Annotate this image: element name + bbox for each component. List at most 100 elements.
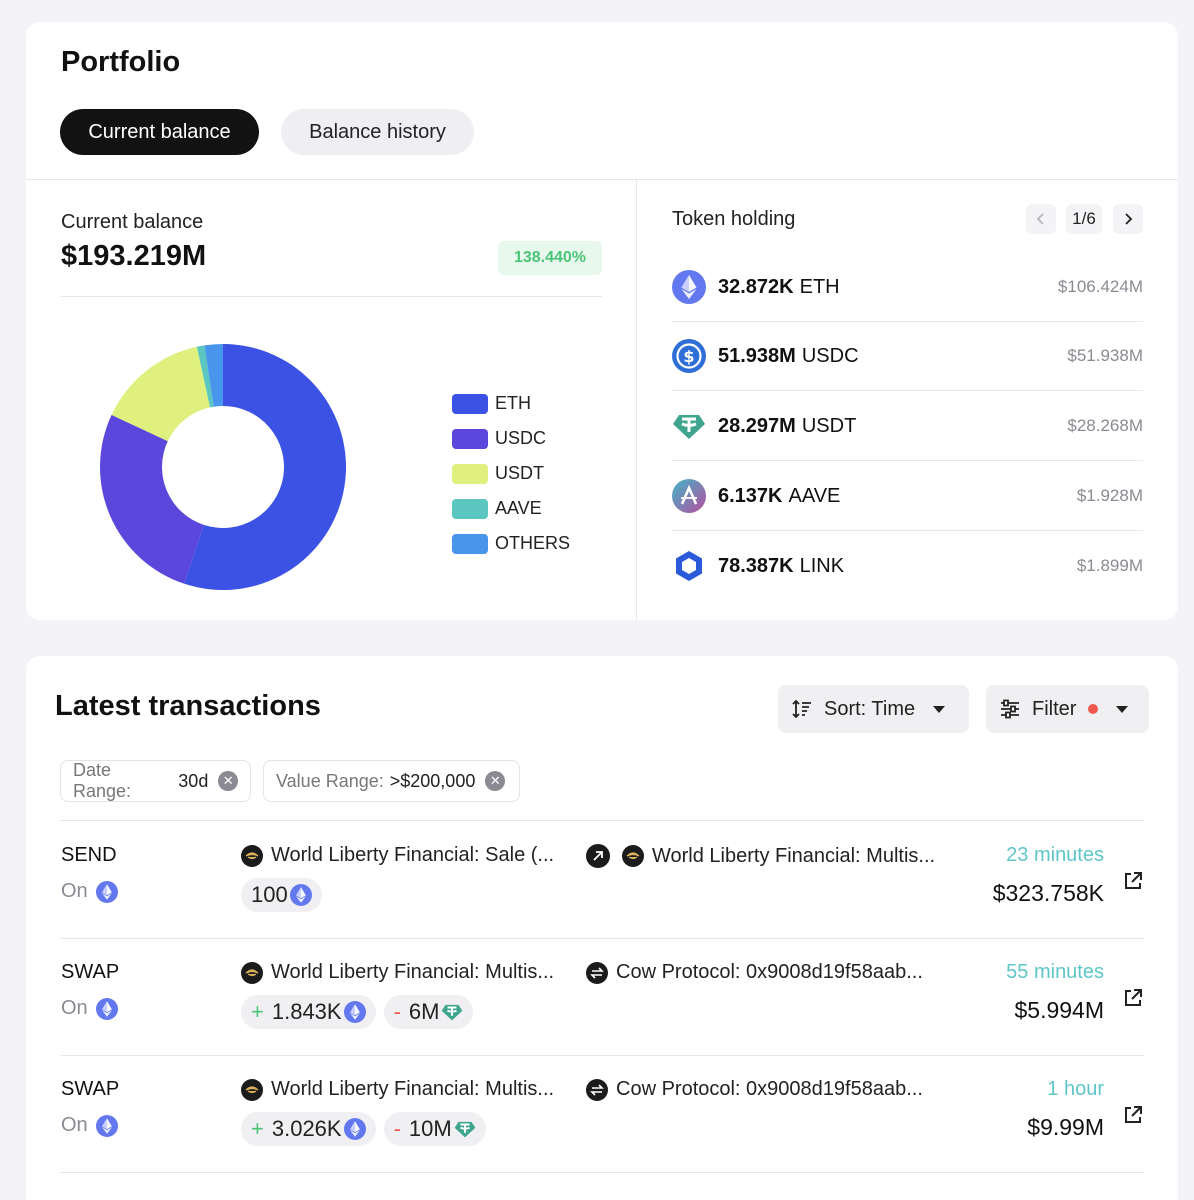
legend-label: OTHERS xyxy=(495,533,571,553)
from-address: World Liberty Financial: Multis... xyxy=(271,961,555,983)
sort-label: Sort: Time xyxy=(824,697,916,720)
world-liberty-logo-icon xyxy=(241,1078,263,1101)
chip-key: Date Range: xyxy=(73,760,132,801)
legend-item-others: OTHERS xyxy=(452,526,570,561)
transaction-from[interactable]: World Liberty Financial: Sale (... xyxy=(241,844,554,867)
external-link-icon[interactable] xyxy=(1122,987,1144,1009)
transaction-usd-value: $5.994M xyxy=(1014,997,1104,1023)
to-address: Cow Protocol: 0x9008d19f58aab... xyxy=(616,961,923,983)
filter-button[interactable]: Filter xyxy=(986,685,1149,733)
portfolio-card: Portfolio Current balance Balance histor… xyxy=(26,22,1178,620)
transaction-from[interactable]: World Liberty Financial: Multis... xyxy=(241,961,554,984)
divider xyxy=(672,390,1143,391)
token-row-link[interactable]: 78.387K LINK $1.899M xyxy=(672,531,1143,601)
eth-icon xyxy=(95,997,118,1020)
token-amount: 32.872K xyxy=(718,275,794,298)
arrow-up-right-icon xyxy=(586,844,610,868)
usdt-icon xyxy=(672,409,706,443)
token-symbol: USDC xyxy=(801,344,859,367)
amount-value: 6M xyxy=(408,999,440,1024)
chevron-left-icon xyxy=(1036,213,1044,225)
divider xyxy=(61,1172,1144,1173)
token-amount: 28.297M xyxy=(718,414,796,437)
tab-current-balance[interactable]: Current balance xyxy=(60,109,259,155)
current-balance-label: Current balance xyxy=(61,211,204,233)
divider xyxy=(61,820,1144,821)
transaction-time: 23 minutes xyxy=(1006,844,1104,866)
external-link-icon[interactable] xyxy=(1122,1104,1144,1126)
legend-item-eth: ETH xyxy=(452,386,570,421)
transaction-to[interactable]: Cow Protocol: 0x9008d19f58aab... xyxy=(586,961,923,984)
amount-sign: - xyxy=(393,1116,401,1141)
legend-swatch xyxy=(452,463,488,484)
from-address: World Liberty Financial: Sale (... xyxy=(271,844,555,866)
legend-label: USDC xyxy=(495,428,547,448)
transaction-amounts: +1.843K -6M xyxy=(241,995,481,1029)
donut-slice-others xyxy=(204,344,223,407)
transactions-title: Latest transactions xyxy=(55,690,321,722)
close-icon[interactable]: ✕ xyxy=(485,771,506,791)
donut-slice-aave xyxy=(196,345,214,408)
legend-label: ETH xyxy=(495,393,531,413)
transaction-amounts: +3.026K -10M xyxy=(241,1112,494,1146)
eth-icon xyxy=(343,1118,366,1140)
usdc-icon: $ xyxy=(672,339,706,373)
amount-sign: + xyxy=(251,999,264,1024)
transaction-type: SEND xyxy=(61,844,117,866)
amount-value: 3.026K xyxy=(271,1116,342,1141)
divider xyxy=(61,1055,1144,1056)
tab-balance-history[interactable]: Balance history xyxy=(281,109,474,155)
amount-value: 100 xyxy=(251,882,288,907)
transactions-card: Latest transactions Sort: Time Filter Da… xyxy=(26,656,1178,1200)
transaction-row[interactable]: SWAP On World Liberty Financial: Multis.… xyxy=(61,939,1144,1056)
sort-icon xyxy=(792,699,811,719)
pager-prev-button[interactable] xyxy=(1026,204,1056,234)
chip-value: >$200,000 xyxy=(389,770,476,791)
amount-pill: 100 xyxy=(241,878,322,912)
transaction-to[interactable]: Cow Protocol: 0x9008d19f58aab... xyxy=(586,1078,923,1101)
pager-indicator: 1/6 xyxy=(1066,204,1102,234)
close-icon[interactable]: ✕ xyxy=(218,771,238,791)
token-row-aave[interactable]: 6.137K AAVE $1.928M xyxy=(672,461,1143,531)
transaction-chain: On xyxy=(61,1114,118,1137)
to-address: World Liberty Financial: Multis... xyxy=(652,844,936,867)
filter-active-dot xyxy=(1088,704,1099,714)
value-range-chip: Value Range: >$200,000 ✕ xyxy=(263,760,520,802)
transaction-time: 1 hour xyxy=(1047,1078,1104,1100)
divider xyxy=(61,296,602,297)
amount-value: 1.843K xyxy=(271,999,342,1024)
pager-next-button[interactable] xyxy=(1113,204,1143,234)
balance-change-badge: 138.440% xyxy=(498,241,602,275)
transaction-to[interactable]: World Liberty Financial: Multis... xyxy=(586,844,935,868)
transaction-usd-value: $9.99M xyxy=(1027,1114,1104,1140)
sort-button[interactable]: Sort: Time xyxy=(778,685,969,733)
transaction-chain: On xyxy=(61,997,118,1020)
transaction-amounts: 100 xyxy=(241,878,330,912)
token-symbol: LINK xyxy=(799,554,845,577)
token-symbol: USDT xyxy=(801,414,857,437)
legend-swatch xyxy=(452,498,488,519)
external-link-icon[interactable] xyxy=(1122,870,1144,892)
token-usd-value: $51.938M xyxy=(1067,346,1143,365)
current-balance-value: $193.219M xyxy=(61,240,207,272)
amount-pill: -6M xyxy=(383,995,474,1029)
token-row-usdc[interactable]: $ 51.938M USDC $51.938M xyxy=(672,321,1143,391)
transaction-chain: On xyxy=(61,880,118,903)
caret-down-icon xyxy=(1116,705,1129,713)
transaction-from[interactable]: World Liberty Financial: Multis... xyxy=(241,1078,554,1101)
amount-value: 10M xyxy=(408,1116,452,1141)
token-amount: 6.137K xyxy=(718,484,783,507)
date-range-chip: Date Range: 30d ✕ xyxy=(60,760,251,802)
amount-sign: - xyxy=(393,999,401,1024)
legend-item-usdc: USDC xyxy=(452,421,570,456)
aave-icon xyxy=(672,479,706,513)
transaction-row[interactable]: SEND On World Liberty Financial: Sale (.… xyxy=(61,822,1144,939)
token-row-usdt[interactable]: 28.297M USDT $28.268M xyxy=(672,391,1143,461)
transaction-type: SWAP xyxy=(61,961,120,983)
token-usd-value: $1.928M xyxy=(1076,486,1143,505)
transaction-row[interactable]: SWAP On World Liberty Financial: Multis.… xyxy=(61,1056,1144,1173)
token-row-eth[interactable]: 32.872K ETH $106.424M xyxy=(672,252,1143,322)
chip-key: Value Range: xyxy=(276,770,384,791)
transaction-time: 55 minutes xyxy=(1006,961,1104,983)
legend-label: AAVE xyxy=(495,498,542,518)
